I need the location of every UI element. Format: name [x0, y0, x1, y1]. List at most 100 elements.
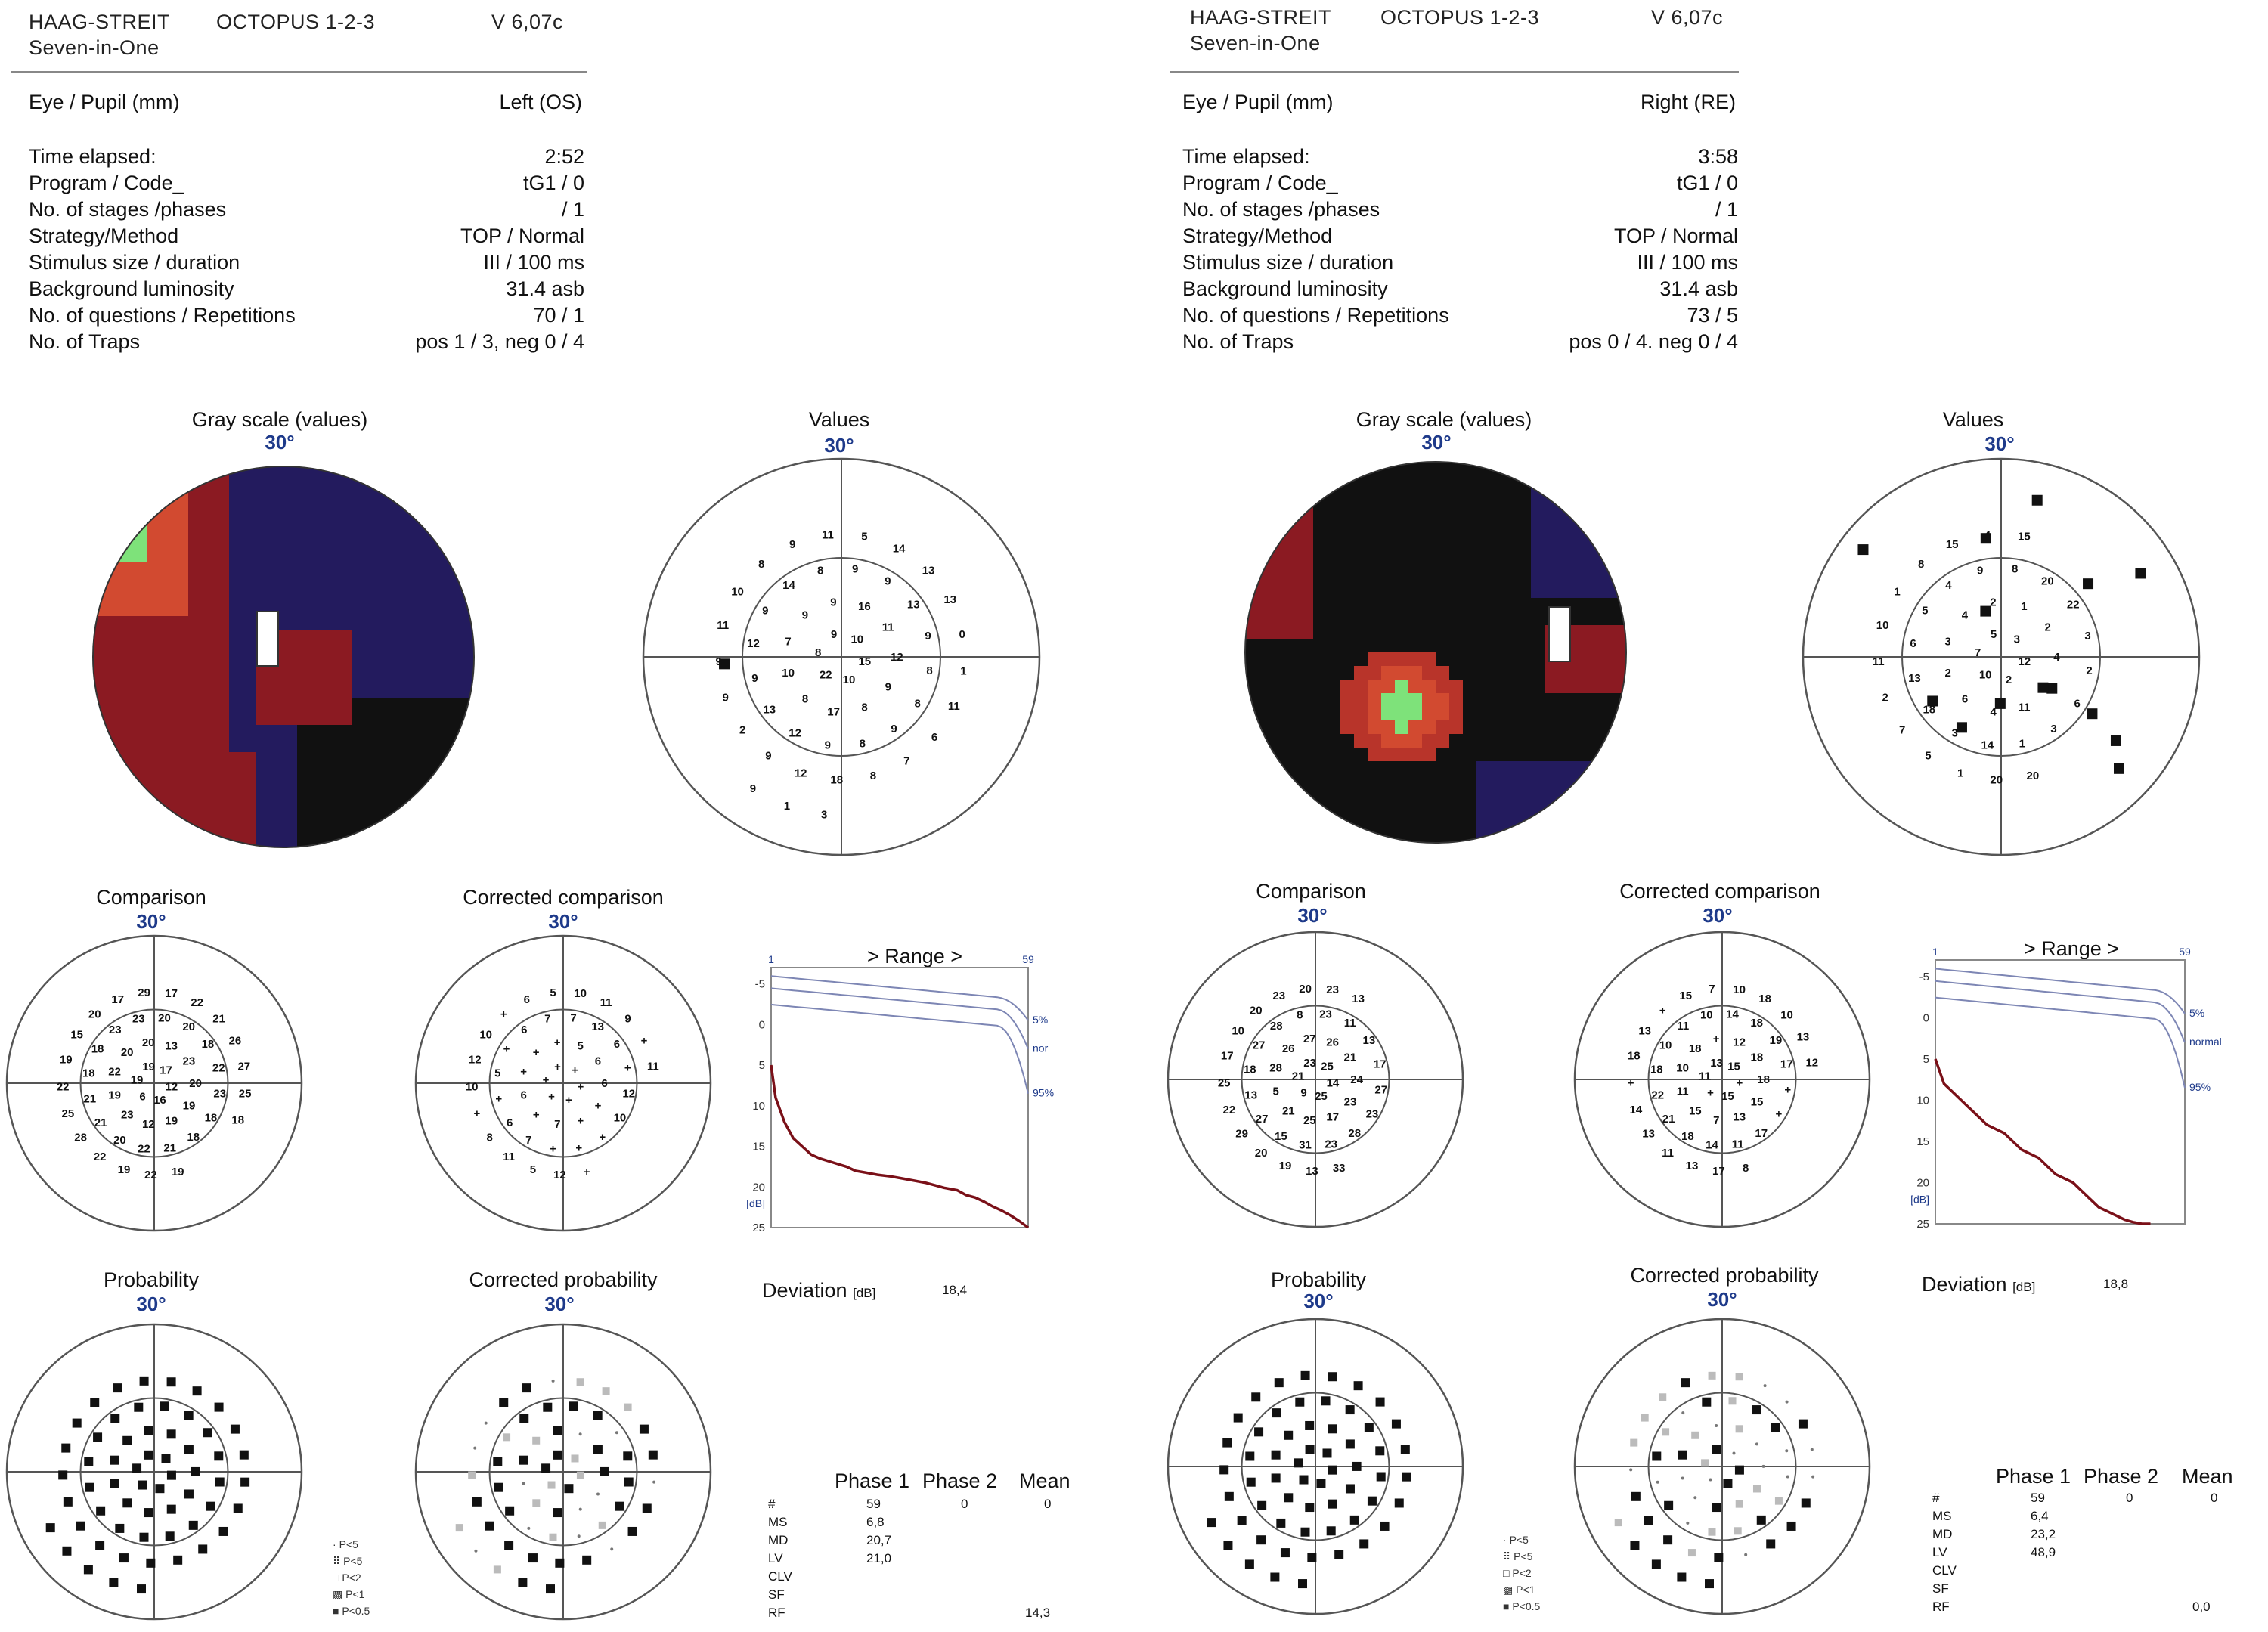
gray-scale-cell — [1449, 489, 1464, 503]
probability-square — [1641, 1414, 1649, 1422]
gray-scale-cell — [1504, 571, 1518, 585]
field-value: 5 — [530, 1163, 536, 1176]
gray-scale-cell — [1272, 829, 1287, 843]
field-value: 9 — [852, 563, 858, 576]
probability-square — [553, 1508, 562, 1518]
gray-scale-cell — [1313, 707, 1328, 721]
gray-scale-cell — [365, 480, 380, 494]
gray-scale-cell — [1463, 707, 1477, 721]
gray-scale-cell — [1408, 503, 1423, 517]
field-value: 3 — [821, 808, 827, 821]
field-value: 20 — [2041, 574, 2054, 587]
gray-scale-cell — [1286, 761, 1300, 776]
gray-scale-cell — [1395, 625, 1409, 639]
field-value: 18 — [1681, 1130, 1694, 1143]
field-value: + — [533, 1046, 540, 1059]
gray-scale-cell — [215, 684, 230, 698]
gray-scale-cell — [1504, 761, 1518, 776]
absolute-defect-square — [1857, 544, 1869, 556]
gray-scale-cell — [270, 684, 284, 698]
gray-scale-cell — [161, 562, 175, 576]
gray-scale-cell — [1313, 571, 1328, 585]
gray-scale-cell — [147, 562, 162, 576]
field-value: 18 — [1750, 1017, 1763, 1030]
probability-square — [569, 1401, 578, 1411]
gray-scale-cell — [1572, 584, 1586, 599]
gray-scale-cell — [1327, 530, 1341, 544]
gray-scale-cell — [1490, 761, 1504, 776]
gray-scale-cell — [202, 548, 216, 562]
probability-square — [1714, 1553, 1724, 1562]
probability-dot — [1810, 1448, 1814, 1451]
field-value: 9 — [751, 672, 758, 685]
gray-scale-cell — [1422, 734, 1436, 748]
gray-scale-cell — [1545, 829, 1559, 843]
probability-square — [160, 1401, 169, 1411]
gray-scale-cell — [1395, 720, 1409, 735]
gray-scale-cell — [1517, 584, 1532, 599]
stats-label: MD — [768, 1533, 789, 1547]
gray-scale-cell — [147, 507, 162, 522]
field-value: 15 — [1689, 1104, 1702, 1117]
gray-scale-cell — [215, 575, 230, 590]
gray-scale-cell — [1340, 734, 1355, 748]
gray-scale-cell — [1572, 639, 1586, 653]
gray-scale-cell — [1545, 475, 1559, 490]
gray-scale-cell — [1558, 489, 1572, 503]
field-value: 29 — [1235, 1128, 1248, 1141]
gray-scale-cell — [93, 739, 107, 753]
gray-scale-cell — [1422, 516, 1436, 531]
probability-square — [1766, 1539, 1776, 1549]
gray-scale-cell — [256, 711, 271, 726]
gray-scale-cell — [1422, 503, 1436, 517]
degree-label: 30° — [1703, 904, 1733, 927]
gray-scale-cell — [352, 466, 366, 481]
field-value: 23 — [121, 1108, 134, 1121]
gray-scale-cell — [311, 670, 325, 685]
field-value: + — [500, 1008, 507, 1020]
corrected-comparison-plot: +++++ +++7+6+++ 566+++76+5+67 7136+1210+125… — [414, 934, 712, 1232]
field-value: 18 — [1751, 1051, 1764, 1064]
field-value: 11 — [1662, 1147, 1674, 1160]
gray-scale-cell — [188, 684, 203, 698]
gray-scale-cell — [1245, 625, 1259, 639]
gray-scale-cell — [256, 562, 271, 576]
gray-scale-cell — [1408, 543, 1423, 558]
gray-scale-cell — [324, 779, 339, 794]
gray-scale-cell — [1354, 788, 1368, 803]
field-value: 19 — [142, 1061, 155, 1073]
field-value: 8 — [860, 738, 866, 751]
field-value: 23 — [1303, 1057, 1316, 1070]
gray-scale-cell — [1449, 598, 1464, 612]
gray-scale-cell — [311, 684, 325, 698]
gray-scale-cell — [1531, 584, 1545, 599]
gray-scale-cell — [215, 820, 230, 835]
gray-scale-cell — [256, 752, 271, 766]
gray-scale-cell — [338, 670, 352, 685]
gray-scale-cell — [1463, 571, 1477, 585]
gray-scale-cell — [1449, 503, 1464, 517]
gray-scale-cell — [460, 643, 474, 658]
field-value: 11 — [882, 621, 894, 633]
normal-band-curve — [770, 975, 1029, 1021]
field-value: + — [554, 1061, 561, 1073]
gray-scale-cell — [1613, 666, 1626, 680]
probability-dot — [1656, 1480, 1659, 1484]
field-value: 23 — [1272, 989, 1285, 1002]
gray-scale-cell — [420, 820, 434, 835]
gray-scale-cell — [1463, 788, 1477, 803]
probability-square — [1771, 1423, 1780, 1432]
gray-scale-cell — [1340, 530, 1355, 544]
gray-scale-cell — [1368, 652, 1382, 667]
gray-scale-cell — [447, 589, 461, 603]
gray-scale-cell — [1245, 788, 1259, 803]
gray-scale-cell — [352, 739, 366, 753]
gray-scale-cell — [420, 643, 434, 658]
gray-scale-cell — [1463, 666, 1477, 680]
field-value: 28 — [1269, 1062, 1282, 1075]
degree-label: 30° — [1297, 904, 1328, 927]
gray-scale-cell — [1368, 584, 1382, 599]
gray-scale-cell — [284, 643, 298, 658]
gray-scale-cell — [107, 834, 121, 847]
